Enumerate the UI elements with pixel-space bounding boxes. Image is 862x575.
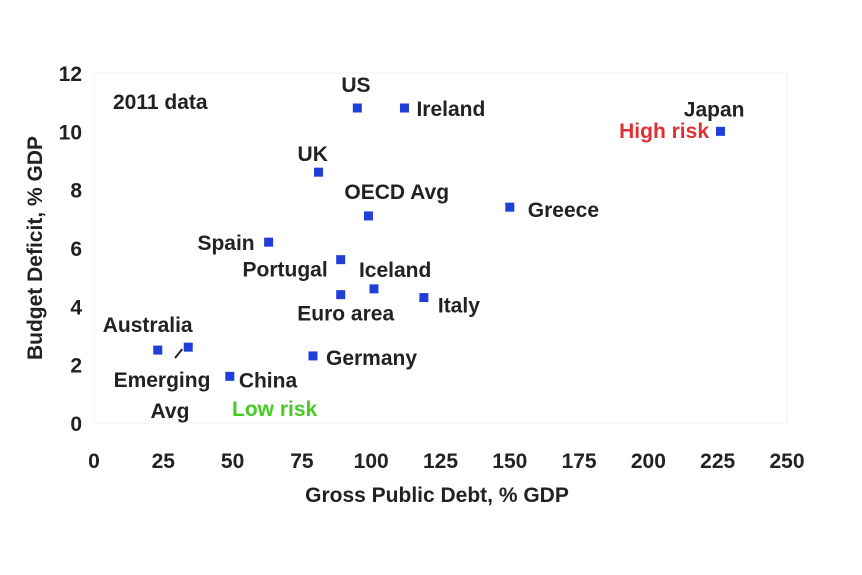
data-point	[715, 126, 725, 136]
annotation-text: Low risk	[232, 398, 318, 421]
data-point	[419, 293, 429, 303]
y-tick-label: 2	[70, 355, 82, 378]
annotations: 2011 data High risk Low risk	[113, 91, 709, 421]
x-tick-label: 200	[631, 450, 666, 473]
plot-area	[93, 72, 788, 424]
y-tick-label: 8	[70, 180, 82, 203]
x-tick-label: 250	[769, 450, 804, 473]
point-label: Euro area	[297, 303, 394, 326]
data-point	[183, 342, 193, 352]
point-label: OECD Avg	[344, 181, 449, 204]
annotation-text: High risk	[619, 120, 709, 143]
x-axis-title: Gross Public Debt, % GDP	[305, 484, 569, 507]
x-tick-label: 150	[492, 450, 527, 473]
point-label: Portugal	[243, 259, 328, 282]
point-label: Greece	[528, 199, 599, 222]
point-label: Emerging	[114, 369, 211, 392]
x-tick-label: 175	[562, 450, 597, 473]
point-label: US	[341, 74, 370, 97]
point-labels: US Ireland Japan UK OECD Avg Greece Spain Portu…	[103, 74, 745, 423]
data-point	[314, 167, 324, 177]
x-tick-label: 100	[354, 450, 389, 473]
point-label: China	[239, 369, 298, 392]
x-tick-label: 25	[152, 450, 176, 473]
point-label: Ireland	[416, 98, 485, 121]
data-point	[363, 211, 373, 221]
y-axis-title: Budget Deficit, % GDP	[24, 136, 47, 360]
y-tick-label: 10	[59, 121, 82, 144]
y-tick-label: 0	[70, 413, 82, 436]
data-point	[369, 284, 379, 294]
data-point	[352, 103, 362, 113]
data-point	[336, 290, 346, 300]
point-label: Spain	[197, 232, 254, 255]
y-tick-label: 12	[59, 63, 82, 86]
point-label: Iceland	[359, 259, 431, 282]
x-tick-label: 225	[700, 450, 735, 473]
point-label: Germany	[326, 347, 417, 370]
point-label: Japan	[684, 98, 745, 121]
data-point	[153, 345, 163, 355]
data-point	[264, 237, 274, 247]
annotation-text: 2011 data	[113, 91, 208, 114]
data-point	[308, 351, 318, 361]
leader-line	[174, 348, 184, 359]
data-point	[225, 371, 235, 381]
x-tick-label: 125	[423, 450, 458, 473]
point-label: Italy	[438, 295, 480, 318]
point-label: Avg	[151, 400, 190, 423]
x-tick-label: 50	[221, 450, 244, 473]
y-tick-label: 4	[70, 296, 82, 319]
data-point	[505, 202, 515, 212]
x-tick-label: 0	[88, 450, 100, 473]
data-points	[153, 103, 725, 381]
axes	[93, 72, 788, 424]
x-tick-label: 75	[290, 450, 314, 473]
point-label: UK	[298, 143, 328, 166]
tick-labels: 0 25 50 75 100 125 150 175 200 225 250 0 2 4 6 8 10 12	[59, 63, 805, 473]
point-label: Australia	[103, 314, 193, 337]
data-point	[399, 103, 409, 113]
y-tick-label: 6	[70, 238, 82, 261]
data-point	[336, 255, 346, 265]
